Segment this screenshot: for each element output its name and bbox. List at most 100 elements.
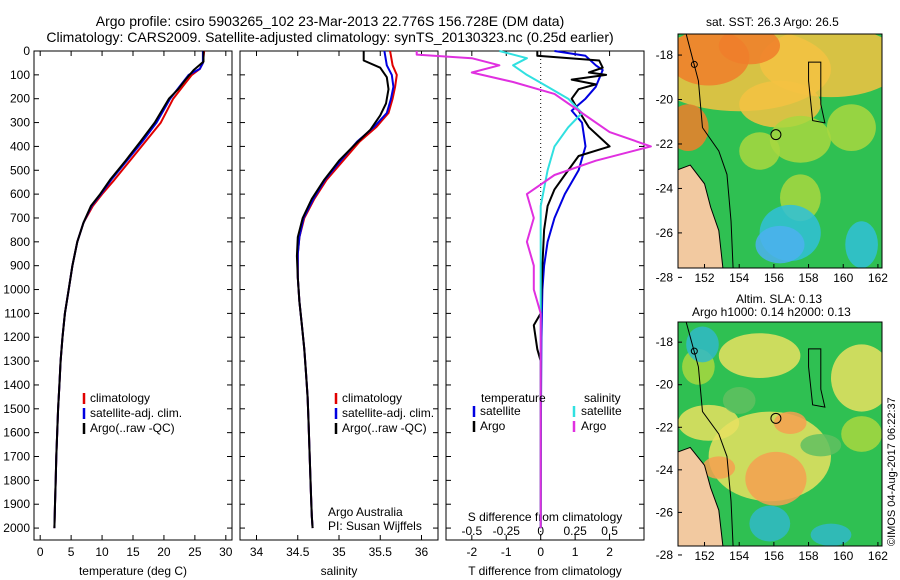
x-axis-label: salinity	[321, 564, 358, 578]
map-blob	[831, 344, 882, 412]
legend-label: satellite	[581, 404, 622, 418]
map-ytick-label: -28	[656, 548, 674, 562]
xtick-label: 0	[537, 545, 544, 559]
map-blob	[718, 34, 780, 65]
map-xtick-label: 152	[695, 271, 715, 285]
ytick-label: 300	[10, 116, 30, 130]
map-frame	[677, 321, 883, 547]
legend-label: climatology	[90, 391, 150, 405]
series-line	[532, 51, 611, 529]
map-blob	[826, 104, 876, 151]
map-xtick-label: 156	[764, 271, 784, 285]
map-xtick-label: 158	[799, 549, 819, 563]
map-sla: 152 154 156 158 160 162 -18 -20 -22 -24 -26 -28	[656, 321, 888, 563]
ytick-label: 600	[10, 187, 30, 201]
ytick-label: 1300	[3, 354, 30, 368]
map-blob	[678, 404, 740, 441]
map-ytick-label: -24	[656, 181, 674, 195]
xtick-label: 36	[415, 545, 429, 559]
map-blob	[841, 416, 882, 452]
xtick-label: 2	[606, 545, 613, 559]
map-xtick-label: 160	[833, 549, 853, 563]
xtick-label: 10	[95, 545, 109, 559]
ytick-label: 100	[10, 68, 30, 82]
xtick-label-salinity: 0	[537, 524, 544, 538]
ytick-label: 1500	[3, 402, 30, 416]
sst-map-title: sat. SST: 26.3 Argo: 26.5	[706, 15, 839, 29]
legend-heading: salinity	[584, 391, 621, 405]
ytick-label: 800	[10, 235, 30, 249]
sla-map-title-line1: Altim. SLA: 0.13	[736, 292, 823, 306]
panel-temperature: 0100200300400500600700800900100011001200…	[3, 44, 233, 578]
map-sst: 152 154 156 158 160 162 -18 -20 -22 -24 -26 -28	[656, 33, 888, 285]
map-blob	[755, 225, 805, 264]
plot-title-line1: Argo profile: csiro 5903265_102 23-Mar-2…	[95, 13, 565, 29]
map-field-sla	[678, 322, 882, 546]
annotation-line: Argo Australia	[328, 505, 403, 519]
xtick-label: 5	[68, 545, 75, 559]
map-xtick-label: 154	[729, 271, 749, 285]
xtick-label: 35.5	[369, 545, 393, 559]
map-xtick-label: 158	[799, 271, 819, 285]
series-line	[415, 51, 652, 529]
sla-map-title-line2: Argo h1000: 0.14 h2000: 0.13	[692, 305, 851, 319]
map-ytick-label: -26	[656, 505, 674, 519]
ytick-label: 1600	[3, 426, 30, 440]
panel-salinity: 34 34.5 35 35.5 36 salinity climatologysatelli…	[239, 50, 439, 578]
map-blob	[749, 505, 791, 542]
annotation-line: PI: Susan Wijffels	[328, 519, 422, 533]
map-ytick-label: -28	[656, 270, 674, 284]
x-axis-label: T difference from climatology	[468, 564, 622, 578]
map-ytick-label: -26	[656, 226, 674, 240]
ytick-label: 1800	[3, 473, 30, 487]
ytick-label: 900	[10, 259, 30, 273]
plot-title-line2: Climatology: CARS2009. Satellite-adjuste…	[46, 29, 614, 45]
series-line	[295, 51, 390, 529]
map-ytick-label: -20	[656, 378, 674, 392]
land-australia	[678, 446, 724, 546]
legend-label: Argo	[480, 419, 506, 433]
legend-label: Argo(..raw -QC)	[90, 421, 175, 435]
map-blob	[739, 132, 780, 170]
legend-label: Argo	[581, 419, 607, 433]
xtick-label: -2	[466, 545, 477, 559]
xtick-label: -1	[501, 545, 512, 559]
ytick-label: 1000	[3, 283, 30, 297]
legend-label: satellite-adj. clim.	[342, 406, 434, 420]
island-marker	[690, 60, 698, 68]
xtick-label: 1	[572, 545, 579, 559]
map-blob	[722, 386, 756, 414]
map-blob	[810, 523, 852, 546]
xtick-label: 34	[250, 545, 264, 559]
xtick-label-salinity: 0.25	[563, 524, 587, 538]
panel-difference: -2 -1 0 1 2 T difference from climatology -0.5…	[415, 50, 652, 578]
xtick-label-salinity: -0.25	[493, 524, 521, 538]
ytick-label: 500	[10, 163, 30, 177]
xtick-label: 20	[157, 545, 171, 559]
reef-outline	[808, 61, 826, 124]
ytick-label: 700	[10, 211, 30, 225]
xtick-label: 25	[188, 545, 202, 559]
map-xtick-label: 154	[729, 549, 749, 563]
ytick-label: 1200	[3, 330, 30, 344]
map-blob	[718, 333, 801, 378]
legend-label: satellite	[480, 404, 521, 418]
map-ytick-label: -24	[656, 463, 674, 477]
land-australia	[678, 164, 724, 268]
profile-location-marker	[770, 412, 782, 424]
map-xtick-label: 160	[833, 271, 853, 285]
imos-credit: ©IMOS 04-Aug-2017 06:22:37	[886, 397, 898, 546]
legend-label: Argo(..raw -QC)	[342, 421, 427, 435]
xtick-label-salinity: -0.5	[461, 524, 482, 538]
map-frame	[677, 33, 883, 269]
legend-heading: temperature	[481, 391, 546, 405]
map-blob	[773, 411, 807, 434]
legend-label: climatology	[342, 391, 402, 405]
island-marker	[690, 347, 698, 355]
map-xtick-label: 162	[868, 549, 888, 563]
ytick-label: 400	[10, 139, 30, 153]
xtick-label: 35	[332, 545, 346, 559]
map-blob	[745, 451, 807, 506]
ytick-label: 1400	[3, 378, 30, 392]
